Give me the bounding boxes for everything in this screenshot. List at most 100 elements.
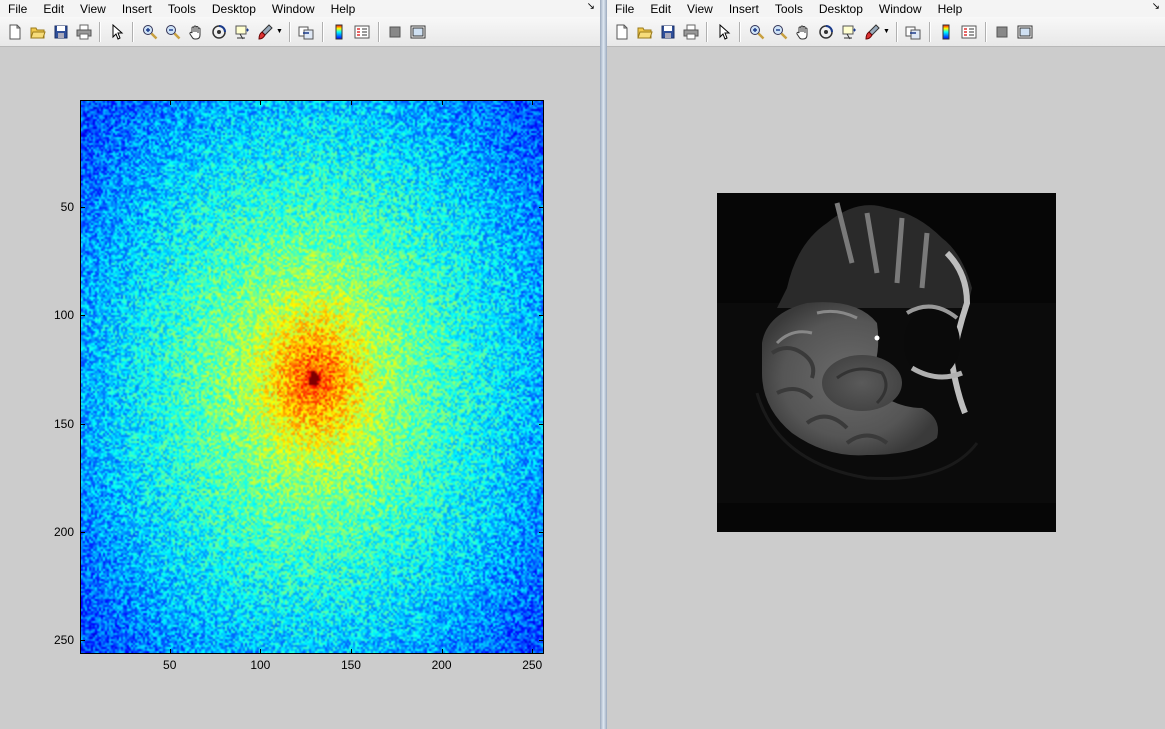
x-tick-mark	[260, 649, 262, 654]
figure-window-right: File Edit View Insert Tools Desktop Wind…	[607, 0, 1165, 729]
y-tick-mark	[80, 423, 85, 425]
y-tick-mark	[539, 315, 544, 317]
pan-hand-icon[interactable]	[793, 22, 813, 42]
menu-desktop[interactable]: Desktop	[818, 1, 863, 16]
zoom-in-icon[interactable]	[747, 22, 767, 42]
menu-tools[interactable]: Tools	[167, 1, 196, 16]
data-cursor-icon[interactable]	[232, 22, 252, 42]
hide-plot-tools-icon[interactable]	[992, 22, 1012, 42]
y-tick-label: 100	[53, 308, 74, 323]
menubar: File Edit View Insert Tools Desktop Wind…	[0, 0, 600, 17]
toolbar-separator	[984, 21, 987, 42]
window-divider[interactable]	[600, 0, 607, 729]
new-figure-icon[interactable]	[5, 22, 25, 42]
zoom-out-icon[interactable]	[770, 22, 790, 42]
y-tick-label: 250	[53, 632, 74, 647]
y-tick-mark	[539, 423, 544, 425]
y-tick-mark	[80, 207, 85, 209]
menu-desktop[interactable]: Desktop	[211, 1, 256, 16]
save-icon[interactable]	[51, 22, 71, 42]
toolbar-separator	[928, 21, 931, 42]
dock-arrow-icon[interactable]: ↘	[1151, 1, 1160, 12]
y-tick-mark	[80, 531, 85, 533]
menu-view[interactable]: View	[80, 1, 106, 16]
toolbar-separator	[739, 21, 741, 42]
y-tick-label: 200	[53, 524, 74, 539]
x-tick-label: 150	[340, 658, 361, 672]
heatmap-axes[interactable]	[80, 100, 544, 654]
toolbar-separator	[377, 21, 380, 42]
mri-image[interactable]	[717, 193, 1056, 532]
menu-help[interactable]: Help	[330, 1, 356, 16]
menu-file[interactable]: File	[615, 1, 635, 16]
show-plot-tools-icon[interactable]	[1015, 22, 1035, 42]
link-plot-icon[interactable]	[903, 22, 923, 42]
y-tick-label: 50	[60, 200, 74, 215]
colorbar-icon[interactable]	[936, 22, 956, 42]
rotate-3d-icon[interactable]	[209, 22, 229, 42]
menu-help[interactable]: Help	[937, 1, 963, 16]
brush-icon[interactable]	[862, 22, 882, 42]
figure-toolbar: ▼	[0, 17, 600, 47]
brush-icon[interactable]	[255, 22, 275, 42]
colorbar-icon[interactable]	[329, 22, 349, 42]
menu-tools[interactable]: Tools	[774, 1, 803, 16]
x-tick-label: 50	[163, 658, 177, 672]
open-file-icon[interactable]	[635, 22, 655, 42]
x-tick-label: 200	[431, 658, 452, 672]
brush-dropdown-icon[interactable]: ▼	[276, 28, 283, 35]
y-tick-mark	[539, 531, 544, 533]
mri-brain-slice	[717, 193, 1056, 532]
menu-window[interactable]: Window	[878, 1, 922, 16]
data-cursor-icon[interactable]	[839, 22, 859, 42]
toolbar-separator	[99, 21, 101, 42]
brush-dropdown-icon[interactable]: ▼	[883, 28, 890, 35]
show-plot-tools-icon[interactable]	[408, 22, 428, 42]
legend-icon[interactable]	[352, 22, 372, 42]
menu-edit[interactable]: Edit	[650, 1, 672, 16]
pan-hand-icon[interactable]	[186, 22, 206, 42]
toolbar-separator	[132, 21, 134, 42]
heatmap-image	[81, 101, 543, 653]
figure-window-left: File Edit View Insert Tools Desktop Wind…	[0, 0, 600, 729]
menu-file[interactable]: File	[8, 1, 28, 16]
x-tick-label: 250	[522, 658, 543, 672]
toolbar-separator	[321, 21, 324, 42]
link-plot-icon[interactable]	[296, 22, 316, 42]
hide-plot-tools-icon[interactable]	[385, 22, 405, 42]
figure-toolbar: ▼	[607, 17, 1165, 47]
x-tick-mark	[350, 100, 352, 105]
toolbar-separator	[706, 21, 708, 42]
x-tick-mark	[169, 649, 171, 654]
y-tick-mark	[80, 639, 85, 641]
menu-view[interactable]: View	[687, 1, 713, 16]
print-icon[interactable]	[74, 22, 94, 42]
zoom-in-icon[interactable]	[140, 22, 160, 42]
toolbar-separator	[288, 21, 291, 42]
x-tick-mark	[169, 100, 171, 105]
menu-insert[interactable]: Insert	[728, 1, 759, 16]
y-tick-mark	[80, 315, 85, 317]
toolbar-separator	[895, 21, 898, 42]
rotate-3d-icon[interactable]	[816, 22, 836, 42]
menu-edit[interactable]: Edit	[43, 1, 65, 16]
y-tick-mark	[539, 639, 544, 641]
zoom-out-icon[interactable]	[163, 22, 183, 42]
y-tick-mark	[539, 207, 544, 209]
select-arrow-icon[interactable]	[714, 22, 734, 42]
x-tick-label: 100	[250, 658, 271, 672]
x-tick-mark	[441, 649, 443, 654]
dock-arrow-icon[interactable]: ↘	[586, 1, 595, 12]
print-icon[interactable]	[681, 22, 701, 42]
x-tick-mark	[532, 649, 534, 654]
select-arrow-icon[interactable]	[107, 22, 127, 42]
x-tick-mark	[350, 649, 352, 654]
save-icon[interactable]	[658, 22, 678, 42]
open-file-icon[interactable]	[28, 22, 48, 42]
menu-window[interactable]: Window	[271, 1, 315, 16]
new-figure-icon[interactable]	[612, 22, 632, 42]
x-tick-mark	[532, 100, 534, 105]
x-tick-mark	[260, 100, 262, 105]
legend-icon[interactable]	[959, 22, 979, 42]
menu-insert[interactable]: Insert	[121, 1, 152, 16]
